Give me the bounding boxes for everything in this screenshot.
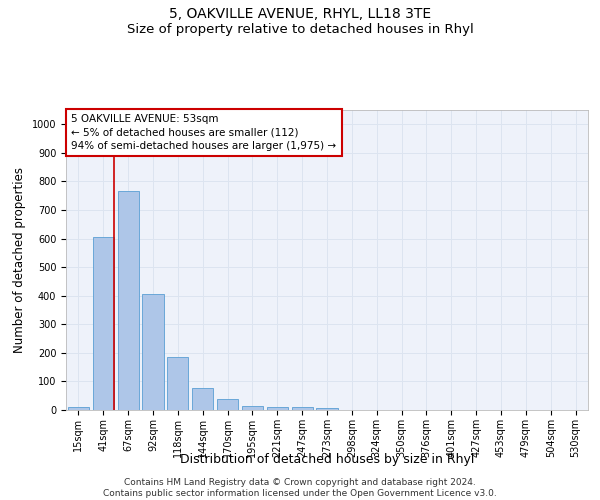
Text: Distribution of detached houses by size in Rhyl: Distribution of detached houses by size … [180, 452, 474, 466]
Text: 5 OAKVILLE AVENUE: 53sqm
← 5% of detached houses are smaller (112)
94% of semi-d: 5 OAKVILLE AVENUE: 53sqm ← 5% of detache… [71, 114, 337, 151]
Bar [242, 406, 263, 410]
Bar [93, 237, 114, 410]
Bar [68, 407, 89, 410]
Bar [167, 356, 188, 410]
Bar [316, 408, 338, 410]
Bar [118, 192, 139, 410]
Text: Contains HM Land Registry data © Crown copyright and database right 2024.
Contai: Contains HM Land Registry data © Crown c… [103, 478, 497, 498]
Bar [217, 399, 238, 410]
Text: Size of property relative to detached houses in Rhyl: Size of property relative to detached ho… [127, 22, 473, 36]
Bar [292, 407, 313, 410]
Bar [192, 388, 213, 410]
Bar [267, 406, 288, 410]
Text: 5, OAKVILLE AVENUE, RHYL, LL18 3TE: 5, OAKVILLE AVENUE, RHYL, LL18 3TE [169, 8, 431, 22]
Y-axis label: Number of detached properties: Number of detached properties [13, 167, 26, 353]
Bar [142, 294, 164, 410]
